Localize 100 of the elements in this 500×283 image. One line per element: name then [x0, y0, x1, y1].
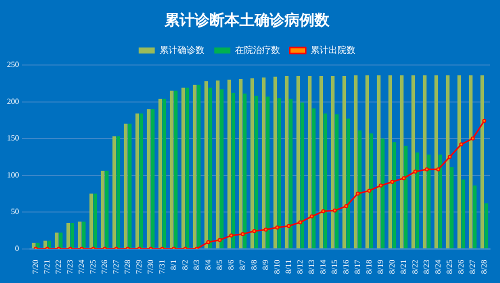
- bar: [124, 124, 128, 248]
- x-tick-label: 8/16: [341, 260, 350, 274]
- point: [218, 238, 222, 242]
- x-tick-label: 7/30: [146, 260, 155, 274]
- point: [436, 167, 440, 172]
- bar: [185, 88, 190, 248]
- point: [459, 142, 464, 146]
- bar: [388, 75, 392, 248]
- y-tick-label: 150: [7, 134, 19, 143]
- bar: [300, 102, 304, 248]
- x-tick-label: 7/20: [30, 260, 40, 274]
- bar: [308, 76, 312, 248]
- bar: [415, 152, 420, 248]
- x-tick-label: 8/22: [410, 260, 420, 274]
- x-tick-label: 8/11: [284, 260, 293, 274]
- point: [332, 208, 337, 213]
- bar: [231, 92, 236, 248]
- bar: [170, 90, 174, 248]
- bar: [100, 170, 105, 248]
- point: [402, 176, 406, 180]
- x-tick-label: 8/7: [238, 260, 247, 270]
- x-tick-label: 8/2: [180, 260, 190, 270]
- bar: [150, 109, 155, 248]
- legend-label: 累计出院数: [310, 44, 356, 56]
- point: [275, 225, 280, 230]
- legend-label: 在院治疗数: [234, 44, 280, 56]
- bar: [220, 89, 224, 248]
- bar: [135, 114, 140, 248]
- bar: [277, 98, 282, 248]
- point: [229, 234, 234, 238]
- x-tick-label: 8/3: [192, 260, 201, 270]
- x-tick-label: 8/17: [352, 260, 362, 274]
- bar: [438, 154, 442, 248]
- point: [321, 209, 326, 214]
- bar: [54, 232, 59, 248]
- bar: [369, 133, 374, 248]
- bar: [288, 98, 293, 248]
- x-tick-label: 8/8: [249, 260, 258, 270]
- bar: [158, 98, 162, 248]
- point: [264, 228, 268, 232]
- point: [470, 136, 475, 141]
- x-tick-label: 8/21: [398, 260, 408, 274]
- bar: [196, 84, 201, 248]
- bar: [296, 76, 300, 248]
- bar: [89, 194, 94, 248]
- bar: [446, 75, 450, 248]
- x-tick-label: 7/28: [122, 260, 132, 274]
- bar: [254, 96, 258, 248]
- x-tick-label: 8/13: [306, 260, 316, 274]
- bar: [330, 76, 335, 248]
- bar: [174, 90, 178, 248]
- point: [390, 180, 394, 184]
- bar: [250, 78, 254, 248]
- bar: [319, 76, 324, 248]
- x-tick-label: 8/4: [203, 260, 212, 270]
- bar: [376, 75, 381, 248]
- bar: [450, 167, 454, 248]
- x-tick-label: 8/19: [376, 260, 385, 274]
- bar: [93, 194, 98, 248]
- bar: [484, 203, 488, 248]
- point: [252, 229, 256, 234]
- x-tick-label: 8/10: [272, 260, 282, 274]
- bar: [426, 154, 431, 248]
- bar: [354, 75, 358, 248]
- bar: [238, 78, 243, 248]
- point: [367, 188, 372, 193]
- x-tick-label: 8/23: [422, 260, 431, 274]
- bar: [284, 76, 289, 248]
- x-tick-label: 8/1: [168, 260, 178, 270]
- bar: [146, 109, 151, 248]
- point: [378, 184, 383, 188]
- bar: [422, 75, 427, 248]
- x-tick-label: 8/25: [444, 260, 454, 274]
- bar: [472, 186, 477, 248]
- x-tick-label: 8/6: [226, 260, 236, 270]
- point: [240, 232, 245, 236]
- bar: [82, 222, 86, 248]
- point: [448, 154, 452, 159]
- bar: [208, 88, 212, 248]
- bar: [266, 96, 270, 248]
- point: [344, 204, 348, 208]
- bar: [262, 77, 266, 248]
- point: [482, 118, 486, 123]
- x-tick-label: 8/12: [295, 260, 304, 274]
- bar: [216, 80, 220, 248]
- bar: [192, 84, 197, 248]
- chart-title: 累计诊断本土确诊病例数: [164, 10, 330, 29]
- x-tick-label: 8/15: [330, 260, 339, 274]
- bar: [162, 98, 166, 248]
- bar: [392, 142, 396, 248]
- bar: [242, 94, 247, 248]
- x-tick-label: 7/29: [134, 260, 144, 274]
- y-tick-label: 250: [7, 60, 19, 70]
- y-tick-label: 50: [11, 207, 19, 216]
- bar: [112, 136, 116, 248]
- x-tick-label: 8/26: [456, 260, 466, 274]
- x-tick-label: 8/18: [364, 260, 374, 274]
- bar: [400, 75, 404, 248]
- bar: [365, 75, 370, 248]
- point: [356, 192, 360, 196]
